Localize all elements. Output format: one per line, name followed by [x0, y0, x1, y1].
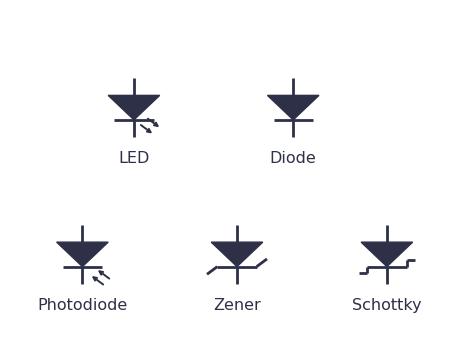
- Polygon shape: [361, 242, 413, 267]
- Text: Diode: Diode: [270, 151, 317, 166]
- Polygon shape: [267, 95, 319, 120]
- Polygon shape: [108, 95, 160, 120]
- Text: Zener: Zener: [213, 298, 261, 313]
- Polygon shape: [57, 242, 108, 267]
- Polygon shape: [211, 242, 263, 267]
- Text: Schottky: Schottky: [352, 298, 422, 313]
- Text: LED: LED: [118, 151, 150, 166]
- Text: Photodiode: Photodiode: [37, 298, 128, 313]
